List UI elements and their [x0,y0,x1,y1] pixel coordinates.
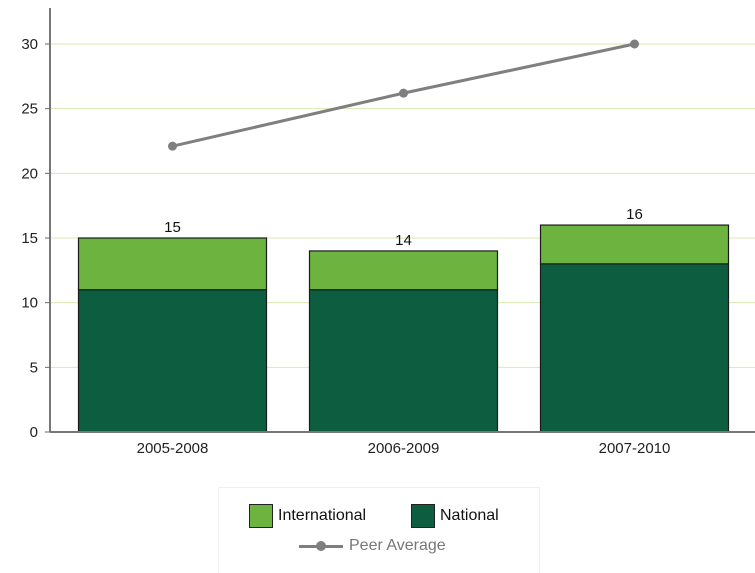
legend-item-international[interactable]: International [249,504,366,528]
total-label: 14 [395,232,412,249]
legend-label-peer-average: Peer Average [349,537,446,554]
peer-average-line [168,39,639,151]
y-tick-label: 20 [21,165,38,182]
y-tick-label: 5 [30,359,38,376]
x-tick-label: 2007-2010 [599,440,671,457]
peer-average-point [399,88,408,98]
total-label: 15 [164,219,181,236]
y-tick-label: 25 [21,101,38,118]
bar-national-2006-2009 [308,289,499,433]
x-axis: 2005-2008 2006-2009 2007-2010 [50,431,755,457]
bar-national-2007-2010 [539,263,730,433]
x-tick-label: 2005-2008 [137,440,209,457]
total-label: 16 [626,206,643,223]
x-tick-label: 2006-2009 [368,440,440,457]
y-tick-label: 30 [21,36,38,53]
line-marker-icon [299,539,343,553]
bar-international-2006-2009 [308,250,499,291]
international-swatch [249,504,273,528]
chart: 0 5 10 15 20 25 30 2005-2008 2006-2009 2007-2010… [21,8,755,457]
peer-average-point [168,141,177,151]
bars [77,224,730,433]
legend-label-international: International [278,507,367,524]
bar-national-2005-2008 [77,289,268,433]
peer-average-point [630,39,639,49]
y-tick-label: 15 [21,230,38,247]
legend-label-national: National [440,507,499,524]
legend: International National Peer Average [218,487,540,573]
y-tick-label: 0 [30,424,38,441]
bar-international-2005-2008 [77,237,268,291]
national-swatch [411,504,435,528]
bar-international-2007-2010 [539,224,730,265]
total-labels: 15 14 16 [164,206,643,249]
legend-item-national[interactable]: National [411,504,499,528]
y-tick-label: 10 [21,295,38,312]
y-axis: 0 5 10 15 20 25 30 [21,8,51,441]
legend-item-peer-average[interactable]: Peer Average [299,537,446,555]
